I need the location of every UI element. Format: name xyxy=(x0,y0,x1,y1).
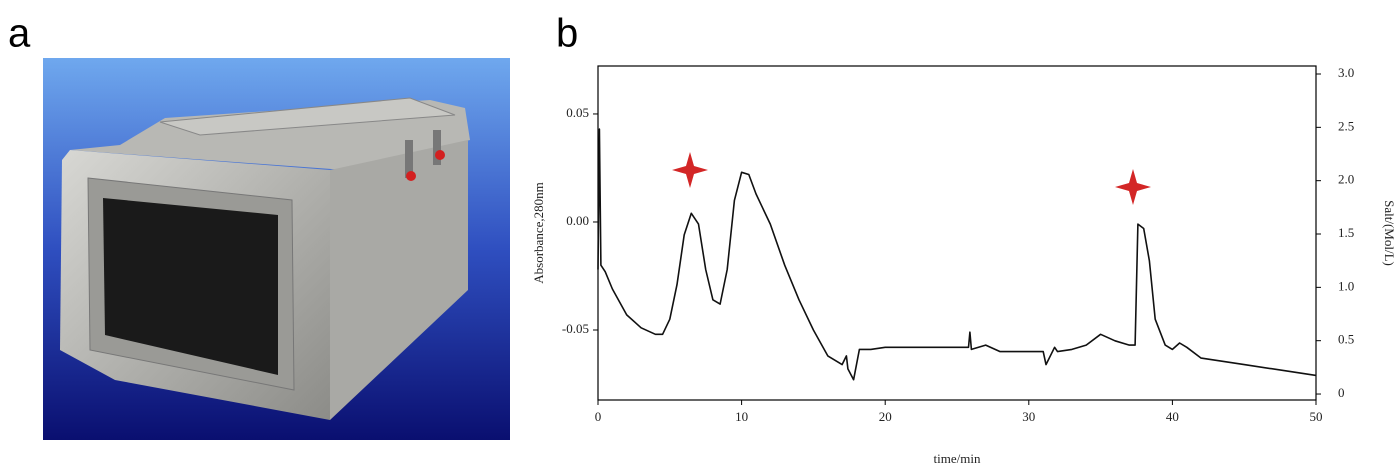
y2-axis-label: Salt/(Mol/L) xyxy=(1382,200,1397,266)
data-line xyxy=(597,128,1317,381)
annotations xyxy=(672,152,1151,205)
y-tick-label: -0.05 xyxy=(562,321,589,336)
y2-tick-label: 1.5 xyxy=(1338,225,1354,240)
x-tick-label: 0 xyxy=(595,409,602,424)
x-tick-label: 50 xyxy=(1310,409,1323,424)
y2-tick-label: 0.5 xyxy=(1338,332,1354,347)
y-tick-label: 0.00 xyxy=(566,213,589,228)
x-tick-label: 10 xyxy=(735,409,748,424)
x-tick-label: 40 xyxy=(1166,409,1179,424)
y2-tick-label: 1.0 xyxy=(1338,278,1354,293)
panel-label: b xyxy=(556,12,578,56)
x-tick-label: 30 xyxy=(1022,409,1035,424)
x-tick-label: 20 xyxy=(879,409,892,424)
photo xyxy=(43,58,510,440)
y-axis-label: Absorbance,280nm xyxy=(531,182,546,283)
y2-tick-label: 3.0 xyxy=(1338,65,1354,80)
y2-tick-label: 2.5 xyxy=(1338,118,1354,133)
y-tick-label: 0.05 xyxy=(566,105,589,120)
panel-label: a xyxy=(8,12,31,56)
plot-frame xyxy=(597,65,1317,401)
y2-tick-label: 2.0 xyxy=(1338,172,1354,187)
x-axis-label: time/min xyxy=(934,451,981,466)
y2-tick-label: 0 xyxy=(1338,385,1345,400)
